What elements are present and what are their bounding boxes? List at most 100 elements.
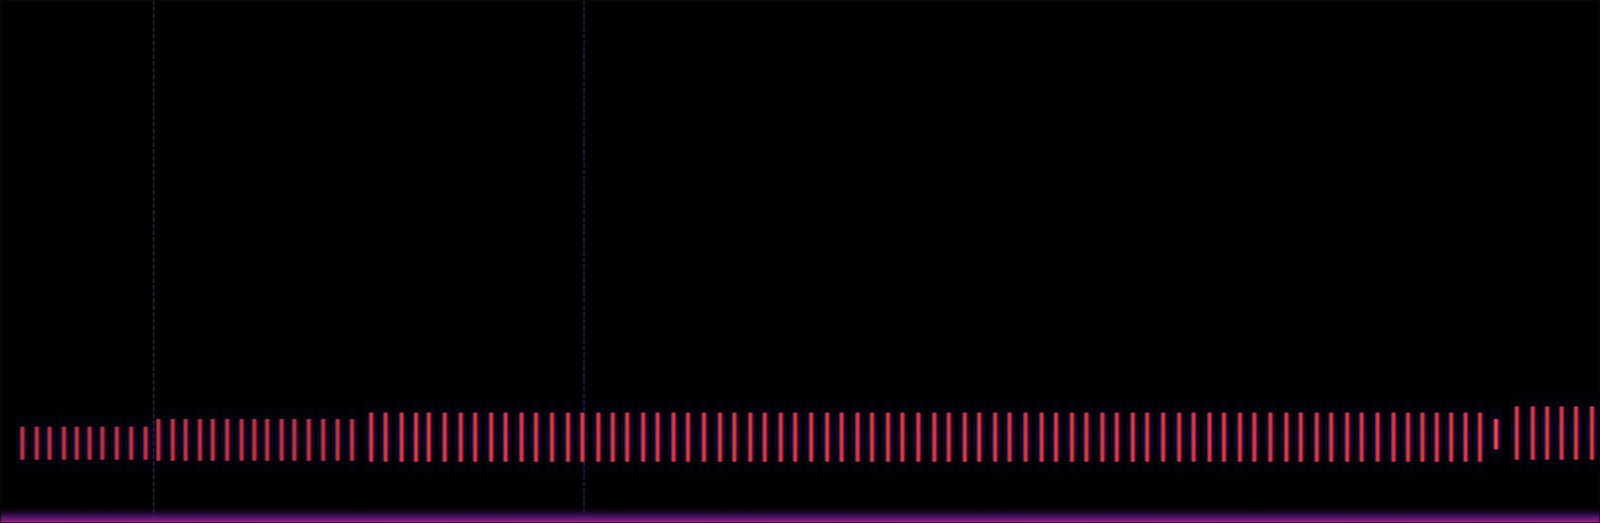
pulse-halo <box>152 399 165 480</box>
pulse <box>1572 405 1579 460</box>
pulse-halo <box>16 407 29 479</box>
pulse <box>1038 412 1045 462</box>
pulse <box>1267 412 1274 462</box>
pulse-halo <box>804 393 817 481</box>
pulse <box>368 412 375 462</box>
pulse <box>654 412 661 462</box>
pulse-halo <box>1325 393 1338 481</box>
pulse <box>685 412 692 462</box>
pulse <box>1447 412 1454 462</box>
pulse <box>128 426 135 460</box>
pulse <box>113 426 120 460</box>
pulse-halo <box>179 399 192 480</box>
pulse <box>915 412 922 462</box>
pulse <box>1022 412 1029 462</box>
pulse <box>807 412 814 462</box>
pulse <box>976 412 983 462</box>
pulse <box>1344 412 1351 462</box>
pulse-halo <box>167 399 180 480</box>
pulse <box>1176 412 1183 462</box>
pulse <box>1374 412 1381 462</box>
noise-floor <box>0 506 1600 523</box>
pulse-halo <box>124 407 138 479</box>
pulse-halo <box>1541 387 1554 479</box>
pulse <box>1544 405 1551 460</box>
pulse-halo <box>1141 393 1154 481</box>
pulse-halo <box>365 393 378 481</box>
pulse-halo <box>1569 387 1582 479</box>
pulse-halo <box>70 407 83 479</box>
pulse <box>1433 412 1440 462</box>
pulse <box>1190 412 1197 462</box>
pulse <box>1558 405 1565 460</box>
pulse <box>457 412 464 462</box>
pulse-halo <box>576 393 589 481</box>
pulse <box>670 412 677 462</box>
pulse-halo <box>96 407 109 479</box>
spectrogram <box>0 0 1600 523</box>
pulse <box>533 412 540 462</box>
pulse <box>1477 412 1484 462</box>
pulse <box>224 418 231 461</box>
pulse <box>899 412 906 462</box>
pulse-halo <box>331 399 344 480</box>
pulse-halo <box>83 407 96 479</box>
pulse <box>1529 405 1536 460</box>
pulse <box>931 412 938 462</box>
pulse-halo <box>499 393 512 481</box>
pulse-halo <box>851 393 864 481</box>
pulse-halo <box>545 393 558 481</box>
pulse <box>777 412 784 462</box>
pulse-halo <box>989 393 1002 481</box>
pulse-halo <box>410 393 423 481</box>
pulse <box>472 412 479 462</box>
pulse <box>1390 412 1397 462</box>
pulse <box>595 412 602 462</box>
pulse-halo <box>484 393 497 481</box>
pulse <box>46 426 53 460</box>
plot-area <box>0 0 1600 523</box>
pulse <box>1237 412 1244 462</box>
pulse-halo <box>592 393 605 481</box>
pulse <box>624 412 631 462</box>
pulse-halo <box>1003 393 1016 481</box>
pulse <box>1313 412 1320 462</box>
pulse <box>1419 412 1426 462</box>
pulse <box>1251 412 1258 462</box>
pulse <box>1053 412 1060 462</box>
pulse <box>291 418 298 461</box>
pulse-halo <box>275 399 288 480</box>
pulse <box>992 412 999 462</box>
pulse <box>884 412 891 462</box>
pulse-halo <box>1110 393 1123 481</box>
pulse <box>210 418 217 461</box>
pulse <box>716 412 723 462</box>
pulse <box>1283 412 1290 462</box>
pulse-halo <box>1474 393 1487 481</box>
pulse-halo <box>1096 393 1109 481</box>
pulse <box>197 418 204 461</box>
pulse <box>761 412 768 462</box>
pulse-halo <box>1080 393 1093 481</box>
pulse-halo <box>1295 393 1308 481</box>
pulse <box>238 418 245 461</box>
pulse <box>502 412 509 462</box>
pulse <box>155 418 162 461</box>
pulse <box>320 418 327 461</box>
pulse-halo <box>1585 387 1598 479</box>
pulse-halo <box>1526 387 1540 479</box>
pulse-halo <box>1555 387 1568 479</box>
pulse-halo <box>942 393 955 481</box>
pulse <box>1113 412 1120 462</box>
pulse <box>579 412 586 462</box>
pulse <box>73 426 80 460</box>
pulse-halo <box>912 393 925 481</box>
pulse-halo <box>1401 393 1415 481</box>
pulse-halo <box>515 393 528 481</box>
background <box>0 0 1600 523</box>
pulse <box>1130 412 1137 462</box>
pulse-halo <box>713 393 726 481</box>
pulse <box>60 426 68 460</box>
pulse-halo <box>1444 393 1457 481</box>
pulse <box>1328 412 1335 462</box>
